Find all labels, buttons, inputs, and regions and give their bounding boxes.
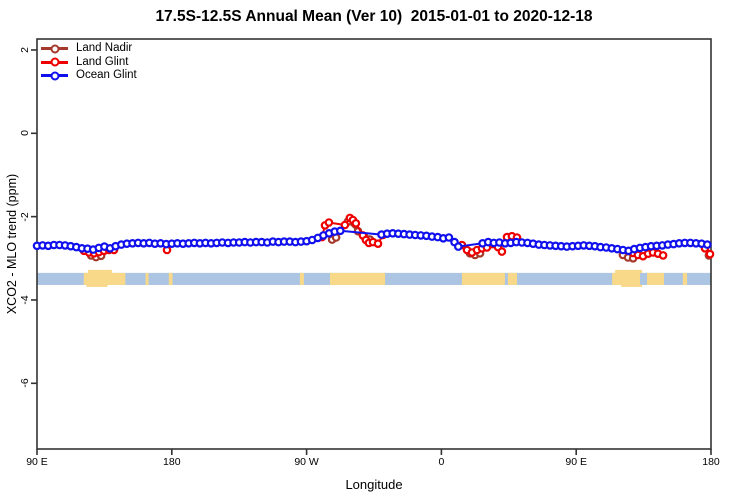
land-patch xyxy=(86,284,108,287)
x-tick-label: 0 xyxy=(438,456,445,468)
data-point xyxy=(497,247,507,256)
legend-item-land-glint: Land Glint xyxy=(41,56,137,70)
x-tick-label: 180 xyxy=(163,456,181,468)
chart-title: 17.5S-12.5S Annual Mean (Ver 10) 2015-01… xyxy=(155,8,593,25)
data-point xyxy=(373,239,383,249)
y-tick-label: -6 xyxy=(19,378,31,388)
x-axis-title: Longitude xyxy=(345,477,403,492)
data-point xyxy=(335,226,345,236)
land-glint-line-marker-icon xyxy=(41,57,68,67)
legend-label: Ocean Glint xyxy=(76,69,137,81)
data-point xyxy=(705,249,715,259)
y-tick-label: -2 xyxy=(19,211,31,222)
y-tick-label: 0 xyxy=(19,130,31,137)
ocean-glint-line-marker-icon xyxy=(41,71,68,81)
data-point xyxy=(340,220,350,230)
x-tick-label: 90 E xyxy=(26,456,48,468)
land-patch xyxy=(461,272,505,285)
y-tick-label: 2 xyxy=(19,47,31,53)
legend: Land Nadir Land Glint Ocean Glint xyxy=(41,42,137,83)
legend-item-ocean-glint: Ocean Glint xyxy=(41,69,137,83)
land-nadir-line-marker-icon xyxy=(41,44,68,54)
y-tick-label: -4 xyxy=(19,295,31,305)
data-point xyxy=(453,242,463,251)
land-glint-circle-icon xyxy=(50,57,59,67)
legend-label: Land Nadir xyxy=(76,42,133,54)
x-tick-label: 90 W xyxy=(294,456,319,468)
land-patch xyxy=(682,272,688,285)
x-tick-label: 180 xyxy=(702,456,720,468)
land-patch xyxy=(299,272,304,285)
data-point xyxy=(444,233,454,242)
land-patch xyxy=(507,272,518,285)
legend-item-land-nadir: Land Nadir xyxy=(41,42,137,56)
data-point xyxy=(324,218,334,227)
data-point xyxy=(351,219,361,228)
land-patch xyxy=(329,272,386,285)
land-nadir-circle-icon xyxy=(50,44,59,54)
land-patch xyxy=(647,272,664,285)
legend-label: Land Glint xyxy=(76,55,129,68)
x-tick-label: 90 E xyxy=(565,456,587,468)
land-patch xyxy=(621,284,643,287)
x-axis-tick-labels: 90 E 180 90 W 0 90 E 180 xyxy=(0,456,750,470)
land-patch xyxy=(83,272,126,285)
land-patch xyxy=(87,269,112,274)
land-patch xyxy=(168,272,173,285)
ocean-glint-circle-icon xyxy=(50,71,59,81)
land-patch xyxy=(612,272,641,285)
data-point xyxy=(658,251,668,260)
land-patch xyxy=(145,272,149,285)
y-axis-title: XCO2 - MLO trend (ppm) xyxy=(5,173,19,315)
data-point xyxy=(702,240,712,249)
land-patch xyxy=(615,269,643,274)
